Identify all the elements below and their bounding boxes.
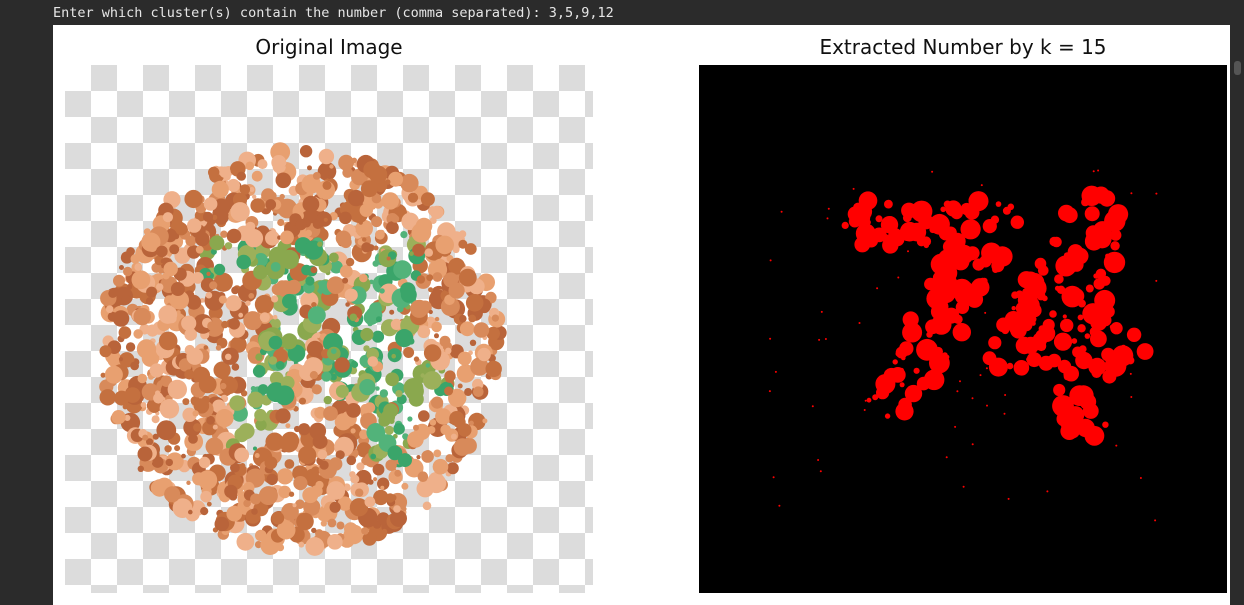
scrollbar-thumb[interactable] [1234,61,1241,75]
console-prompt-line: Enter which cluster(s) contain the numbe… [53,5,614,21]
extracted-number-panel [699,65,1227,593]
matplotlib-figure: Original Image Extracted Number by k = 1… [53,25,1230,605]
original-image-title: Original Image [255,35,403,59]
extracted-number-image [768,169,1158,522]
vertical-scrollbar[interactable] [1230,25,1244,605]
extracted-number-title: Extracted Number by k = 15 [819,35,1107,59]
left-gutter [0,0,53,605]
console-output-bar: Enter which cluster(s) contain the numbe… [0,0,1244,25]
original-image-panel [65,65,593,593]
ishihara-plate-image [99,142,507,556]
